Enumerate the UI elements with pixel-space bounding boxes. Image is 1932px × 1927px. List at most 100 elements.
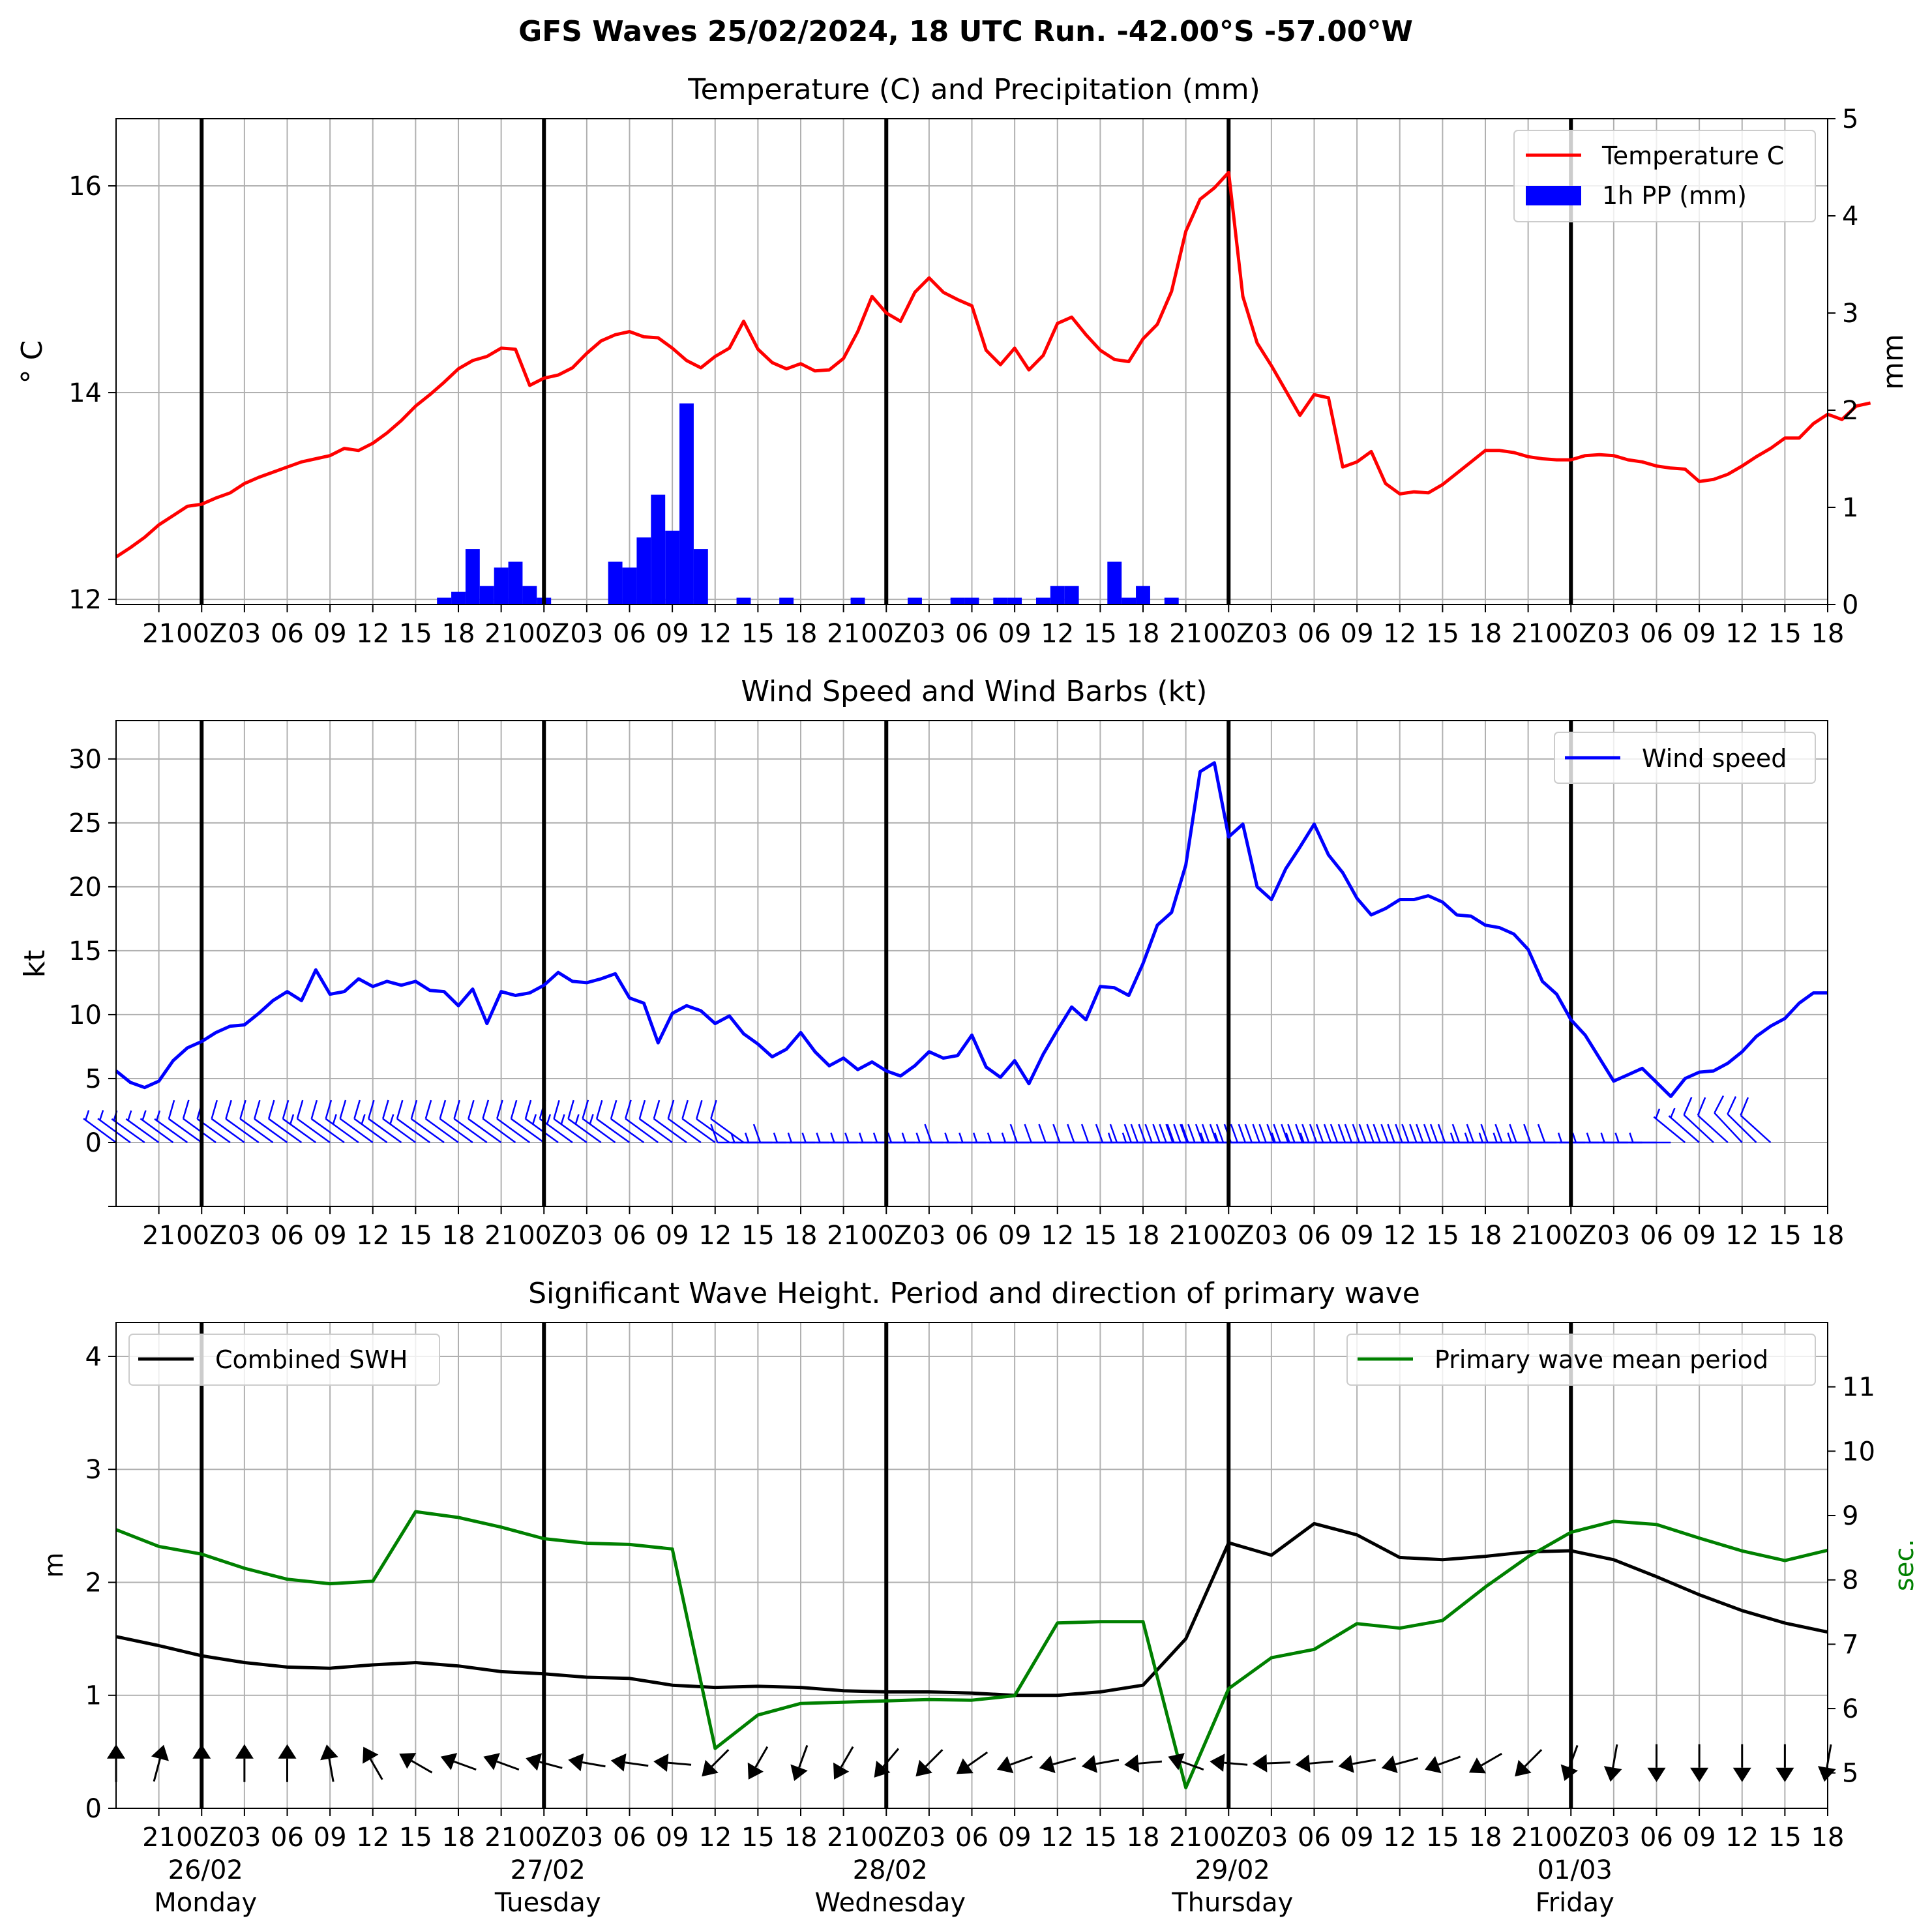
wind-barb [787, 1132, 829, 1144]
wind-barb [1509, 1124, 1557, 1144]
wind-barb [496, 1099, 531, 1144]
day-date-label: 29/02 [1195, 1855, 1270, 1885]
x-tick-label: 00Z [1545, 619, 1596, 649]
wave-direction-arrowhead [568, 1753, 584, 1772]
panel1-grid [116, 119, 1828, 605]
wave-direction-arrow [453, 1760, 477, 1771]
x-tick-label: 03 [1255, 1823, 1288, 1853]
panel1-xticks: 21 00Z 03 06 09 12 15 18 21 00Z 03 06 09 12 15 18 21 00Z 0… [142, 605, 1844, 649]
x-tick-label: 09 [314, 1823, 347, 1853]
wind-barb [182, 1099, 216, 1144]
wave-direction-arrowhead [1425, 1755, 1442, 1774]
wind-barb [282, 1099, 317, 1144]
x-tick-label: 09 [1341, 1221, 1374, 1251]
precipitation-bar [1007, 597, 1022, 605]
wind-barb [253, 1099, 288, 1144]
x-tick-label: 03 [1597, 1823, 1630, 1853]
x-tick-label: 12 [356, 619, 389, 649]
legend-temperature-label: Temperature C [1601, 142, 1784, 170]
x-tick-label: 03 [912, 619, 945, 649]
wind-barb [225, 1099, 260, 1144]
x-tick-label: 18 [784, 1221, 818, 1251]
wind-barb [267, 1099, 303, 1144]
x-tick-label: 12 [1041, 1823, 1074, 1853]
x-tick-label: 00Z [518, 619, 569, 649]
panel3-title: Significant Wave Height. Period and dire… [528, 1277, 1420, 1310]
wind-barb [468, 1099, 502, 1144]
y-tick-label: 25 [68, 809, 102, 839]
wave-direction-arrowhead [1776, 1767, 1794, 1782]
legend-period-label: Primary wave mean period [1434, 1345, 1768, 1374]
wave-direction-arrow [1224, 1761, 1248, 1766]
x-tick-label: 15 [741, 1823, 775, 1853]
wave-direction-arrowhead [1252, 1754, 1268, 1772]
wave-direction-arrowhead [1081, 1755, 1097, 1773]
x-tick-label: 06 [955, 619, 988, 649]
precipitation-bar [1107, 561, 1122, 605]
wind-barb [410, 1099, 445, 1144]
wind-barb [140, 1110, 174, 1144]
x-tick-label: 09 [1341, 1823, 1374, 1853]
x-tick-label: 15 [399, 619, 432, 649]
x-tick-label: 06 [1298, 619, 1331, 649]
wave-direction-arrow [153, 1758, 161, 1782]
wave-direction-arrow [668, 1761, 692, 1766]
wind-barb [97, 1110, 131, 1144]
panel3-xticks: 21 00Z 03 06 09 12 15 18 21 00Z 03 06 09 12 15 18 21 00Z 0… [142, 1808, 1844, 1853]
wind-barb [482, 1099, 516, 1144]
wind-barb [625, 1099, 659, 1144]
wind-barb [1009, 1124, 1058, 1144]
x-tick-label: 00Z [176, 619, 227, 649]
x-tick-label: 00Z [518, 1221, 569, 1251]
wave-direction-arrow [411, 1759, 433, 1774]
y2-tick-label: 4 [1842, 202, 1858, 232]
day-weekday-label: Tuesday [494, 1888, 601, 1918]
wave-direction-arrowhead [483, 1753, 500, 1770]
x-tick-label: 18 [1469, 619, 1502, 649]
x-tick-label: 18 [442, 619, 475, 649]
precipitation-bar [651, 494, 666, 605]
x-tick-label: 06 [613, 1221, 646, 1251]
x-tick-label: 03 [912, 1823, 945, 1853]
wind-barb [1494, 1124, 1543, 1144]
wind-barb [154, 1110, 188, 1144]
wind-barb [1451, 1124, 1500, 1144]
y2-tick-label: 10 [1842, 1437, 1875, 1467]
x-tick-label: 21 [1511, 619, 1545, 649]
y2-tick-label: 8 [1842, 1566, 1858, 1596]
panel3-day-lines [200, 1322, 1573, 1808]
x-tick-label: 12 [1725, 619, 1759, 649]
x-tick-label: 06 [1640, 619, 1673, 649]
day-date-label: 28/02 [853, 1855, 928, 1885]
day-date-label: 27/02 [511, 1855, 586, 1885]
wave-direction-arrowhead [833, 1762, 850, 1780]
x-tick-label: 18 [1811, 1823, 1845, 1853]
x-tick-label: 03 [570, 1823, 603, 1853]
panel3-legend-left: Combined SWH [128, 1334, 440, 1386]
precipitation-bar [1164, 597, 1179, 605]
wave-direction-arrow [798, 1744, 809, 1768]
panel3-left-yticks: 0 1 2 3 4 [85, 1342, 116, 1824]
wave-direction-arrow [582, 1761, 606, 1768]
x-tick-label: 15 [1426, 1823, 1459, 1853]
x-tick-label: 06 [955, 1221, 988, 1251]
wind-barb [310, 1099, 345, 1144]
precipitation-bar [908, 597, 922, 605]
y-tick-label: 15 [68, 936, 102, 966]
legend-precipitation-label: 1h PP (mm) [1602, 181, 1747, 210]
wave-direction-arrow [1438, 1755, 1461, 1766]
x-tick-label: 12 [1383, 1823, 1416, 1853]
panel2-legend: Wind speed [1554, 732, 1816, 784]
day-weekday-label: Wednesday [814, 1888, 966, 1918]
y2-tick-label: 11 [1842, 1373, 1875, 1403]
wind-barb [744, 1132, 787, 1144]
x-tick-label: 21 [827, 619, 860, 649]
panel1-y2label: mm [1877, 334, 1910, 390]
wave-direction-arrowhead [1381, 1755, 1398, 1774]
wind-barb [667, 1099, 702, 1144]
x-tick-label: 06 [1640, 1823, 1673, 1853]
wind-barb [567, 1099, 602, 1144]
x-tick-label: 00Z [1203, 1221, 1254, 1251]
precipitation-bar [494, 567, 509, 605]
